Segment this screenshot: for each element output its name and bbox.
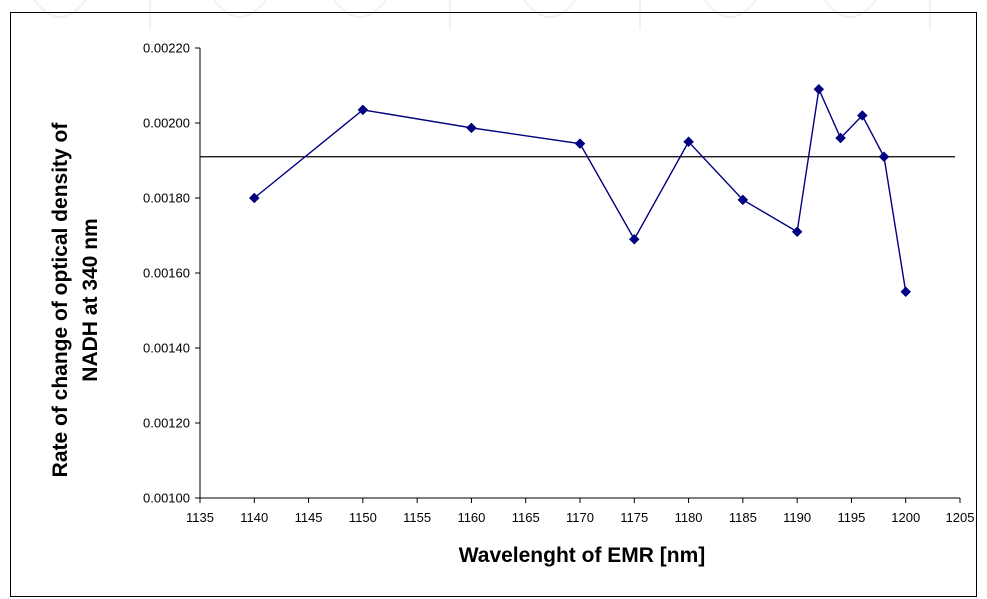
x-tick-label: 1145 [295,510,323,525]
x-tick-label: 1190 [783,510,811,525]
x-tick-label: 1170 [566,510,594,525]
y-tick-label: 0.00120 [143,416,190,431]
x-tick-labels: 1135 1140 1145 1150 1155 1160 1165 1170 1175 1180… [186,510,974,525]
series-line [253,86,907,292]
data-point [574,138,586,149]
y-axis-title-line1: Rate of change of optical density of [49,122,72,478]
x-tick-label: 1185 [729,510,757,525]
x-tick-label: 1140 [240,510,268,525]
x-axis-title: Wavelenght of EMR [nm] [459,544,706,567]
data-point [856,110,868,121]
data-point [878,151,890,163]
data-point [900,286,912,298]
x-tick-label: 1205 [946,510,975,525]
data-point [466,122,477,134]
axes [195,47,961,503]
x-tick-label: 1200 [891,510,920,525]
data-point [791,226,803,238]
data-point [248,192,260,204]
y-axis-title-line2: NADH at 340 nm [79,218,102,381]
x-tick-label: 1160 [457,510,485,525]
series-group [248,83,912,298]
data-point [628,233,640,245]
watermark [33,0,931,30]
chart-border [10,12,977,597]
y-tick-label: 0.00180 [143,191,190,206]
data-point [737,194,749,206]
x-tick-label: 1175 [620,510,648,525]
y-tick-label: 0.00200 [143,116,190,131]
x-tick-label: 1155 [403,510,431,525]
y-tick-label: 0.00220 [143,41,190,56]
x-tick-label: 1180 [675,510,703,525]
data-point [357,104,369,116]
y-tick-label: 0.00140 [143,341,190,356]
x-tick-label: 1195 [837,510,865,525]
data-point [683,136,694,148]
x-tick-label: 1150 [349,510,377,525]
x-tick-label: 1165 [512,510,540,525]
y-tick-label: 0.00100 [143,491,190,506]
data-point [813,83,825,95]
x-tick-label: 1135 [186,510,214,525]
data-point [835,132,846,144]
y-tick-label: 0.00160 [143,266,190,281]
y-tick-labels: 0.00100 0.00120 0.00140 0.00160 0.00180 0.002… [143,41,190,506]
